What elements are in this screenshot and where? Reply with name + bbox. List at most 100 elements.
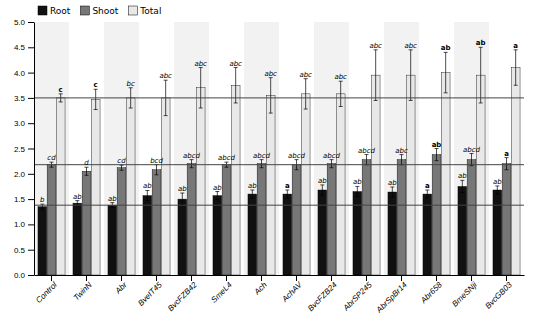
- letter-label: bc: [127, 80, 135, 88]
- bar: [231, 85, 240, 275]
- letter-label: bcd: [150, 157, 163, 165]
- error-bar: [355, 186, 359, 196]
- series-2: [56, 47, 520, 275]
- y-tick-label: 0.0: [14, 271, 26, 280]
- error-bar: [199, 68, 203, 108]
- error-bar: [460, 180, 464, 192]
- bar: [266, 95, 275, 275]
- error-bar: [435, 149, 439, 161]
- bar: [432, 155, 441, 275]
- bar: [476, 75, 485, 275]
- error-bar: [285, 190, 289, 198]
- bar: [493, 190, 502, 275]
- letter-label: abc: [369, 42, 382, 50]
- letter-label: cd: [47, 154, 56, 162]
- y-tick-label: 3.5: [14, 94, 26, 103]
- letter-label: ab: [441, 44, 451, 52]
- y-tick-label: 1.0: [14, 220, 26, 229]
- x-tick-label: BveIT45: [136, 280, 164, 308]
- letter-label: a: [425, 182, 430, 190]
- y-tick: 3.5: [14, 94, 34, 103]
- error-bar: [365, 155, 369, 165]
- x-tick-label: TwinN: [72, 280, 94, 302]
- bar: [73, 203, 82, 275]
- y-tick: 2.0: [14, 170, 34, 179]
- bar: [397, 160, 406, 275]
- bar: [406, 75, 415, 275]
- letter-labels: bababababababaabababaababcddcdbcdabcdabc…: [40, 39, 518, 204]
- error-bar: [190, 160, 194, 168]
- y-tick-mark: [28, 22, 34, 23]
- letter-label: ab: [178, 185, 187, 193]
- legend-item: Shoot: [80, 6, 118, 16]
- error-bar: [339, 81, 343, 106]
- x-axis: ControlTwinNAbrBveIT45BvcFZB42SmeL4AchAc…: [34, 275, 524, 315]
- legend-swatch: [38, 6, 47, 15]
- bar: [161, 98, 170, 275]
- letter-label: ab: [248, 182, 257, 190]
- letter-label: b: [40, 196, 45, 204]
- error-bar: [400, 155, 404, 165]
- alt-band: [34, 22, 69, 275]
- letter-label: ab: [388, 179, 397, 187]
- bar: [47, 165, 56, 275]
- legend-label: Total: [139, 6, 161, 16]
- x-tick-label: AchAV: [280, 280, 305, 305]
- letter-label: ab: [476, 39, 486, 47]
- error-bar: [505, 158, 509, 170]
- y-tick-label: 3.0: [14, 119, 26, 128]
- bar: [178, 199, 187, 275]
- y-tick: 1.5: [14, 195, 34, 204]
- y-tick-label: 4.0: [14, 69, 26, 78]
- x-tick: BveIT45: [136, 275, 164, 308]
- x-tick: AchAV: [280, 275, 305, 304]
- bar: [213, 196, 222, 275]
- x-tick: AbrSpBr14: [374, 275, 409, 315]
- x-tick-label: BvcFZB24: [306, 280, 339, 313]
- y-tick-label: 2.5: [14, 145, 26, 154]
- y-tick-mark: [28, 224, 34, 225]
- y-tick-mark: [28, 47, 34, 48]
- y-axis-line: [34, 23, 35, 276]
- alt-shading: [34, 22, 489, 275]
- letter-label: ab: [458, 172, 467, 180]
- bar: [327, 164, 336, 275]
- bar: [222, 165, 231, 275]
- y-tick: 4.0: [14, 69, 34, 78]
- letter-label: ab: [73, 193, 82, 201]
- letter-label: ab: [213, 184, 222, 192]
- x-tick-label: BvcFZB42: [166, 280, 199, 313]
- letter-label: d: [84, 159, 89, 167]
- y-tick-mark: [28, 98, 34, 99]
- error-bar: [85, 167, 89, 175]
- error-bar: [250, 190, 254, 198]
- legend: Root Shoot Total: [38, 6, 161, 16]
- reference-line: [34, 97, 524, 98]
- letter-label: ab: [493, 178, 502, 186]
- error-bar: [304, 79, 308, 109]
- marks: [34, 47, 524, 275]
- letter-label: ab: [432, 141, 442, 149]
- x-tick-label: SmeL4: [209, 280, 234, 305]
- alt-band: [314, 22, 349, 275]
- bar: [82, 171, 91, 275]
- bar: [187, 164, 196, 275]
- legend-item: Root: [38, 6, 71, 16]
- bar: [38, 207, 47, 275]
- x-tick-label: Ach: [252, 280, 269, 297]
- letter-label: abc: [404, 42, 417, 50]
- x-tick: BvcFZB24: [306, 275, 339, 313]
- letter-label: abcd: [288, 152, 306, 160]
- x-axis-line: [35, 275, 525, 276]
- y-axis: 0.00.51.01.52.02.53.03.54.04.55.0: [14, 18, 35, 280]
- bar: [441, 73, 450, 275]
- letter-label: abc: [229, 60, 242, 68]
- error-bar: [180, 193, 184, 205]
- y-tick-label: 4.5: [14, 43, 26, 52]
- x-tick: Control: [34, 275, 59, 305]
- letter-label: ab: [353, 178, 362, 186]
- error-bar: [470, 154, 474, 166]
- y-tick: 3.0: [14, 119, 34, 128]
- bar: [283, 194, 292, 275]
- y-tick: 2.5: [14, 145, 34, 154]
